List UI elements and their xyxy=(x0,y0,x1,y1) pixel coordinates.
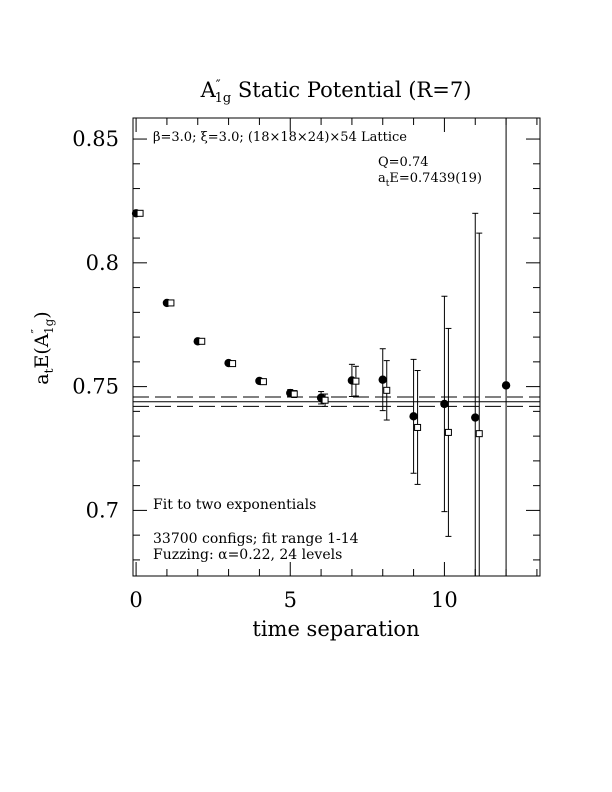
tick-labels: 0 5 10 0.7 0.75 0.8 0.85 xyxy=(72,127,458,612)
data-point-circle xyxy=(409,412,418,421)
fit-annotation: Fit to two exponentials xyxy=(153,497,316,513)
data-point-circle xyxy=(440,399,449,409)
data-point-square xyxy=(229,360,237,368)
x-tick-label: 10 xyxy=(431,588,458,612)
fit-band xyxy=(133,396,540,407)
q-annotation: Q=0.74 xyxy=(378,155,429,170)
data-point-square xyxy=(414,423,422,431)
data-point-square xyxy=(352,377,360,385)
data-point-circle xyxy=(378,375,387,384)
configs-annotation: 33700 configs; fit range 1-14 xyxy=(153,531,359,547)
chart-title: A″ 1g Static Potential (R=7) xyxy=(200,78,472,106)
data-point-square xyxy=(321,396,329,404)
x-tick-label: 0 xyxy=(129,588,142,612)
axis-ticks xyxy=(133,118,540,576)
x-axis-label: time separation xyxy=(252,617,419,641)
data-point-square xyxy=(136,209,144,217)
y-axis-label: atE(A″1g) xyxy=(29,311,56,384)
data-point-square xyxy=(167,299,175,307)
y-tick-label: 0.85 xyxy=(72,127,119,151)
x-tick-label: 5 xyxy=(284,588,297,612)
data-point-square xyxy=(290,390,298,398)
fuzzing-annotation: Fuzzing: α=0.22, 24 levels xyxy=(153,547,342,563)
plot-frame xyxy=(132,117,541,577)
data-point-square xyxy=(475,430,483,438)
data-points xyxy=(131,118,511,576)
data-point-square xyxy=(383,386,391,394)
data-point-square xyxy=(198,337,206,345)
plot-border xyxy=(132,117,541,577)
data-point-square xyxy=(259,378,267,386)
y-tick-label: 0.8 xyxy=(86,251,119,275)
y-tick-label: 0.7 xyxy=(86,498,119,522)
data-point-circle xyxy=(501,381,511,390)
energy-annotation: atE=0.7439(19) xyxy=(378,171,482,189)
data-point-circle xyxy=(471,413,480,422)
lattice-annotation: β=3.0; ξ=3.0; (18×18×24)×54 Lattice xyxy=(153,130,407,145)
data-point-square xyxy=(444,428,452,436)
y-tick-label: 0.75 xyxy=(72,375,119,399)
